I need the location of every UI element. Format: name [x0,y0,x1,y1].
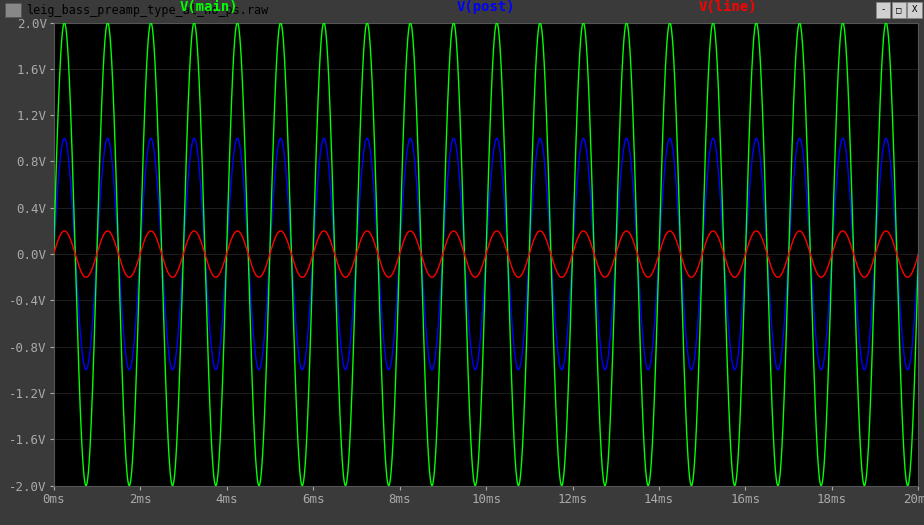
Text: -: - [881,5,885,15]
Bar [907,2,922,18]
Bar [5,3,21,17]
Text: V(main): V(main) [180,0,238,14]
Text: V(post): V(post) [456,0,516,14]
Bar [876,2,890,18]
Text: V(line): V(line) [699,0,758,14]
Text: X: X [912,5,918,15]
Text: □: □ [896,5,901,15]
Bar [892,2,906,18]
Text: leig_bass_preamp_type_al_no_ps.raw: leig_bass_preamp_type_al_no_ps.raw [26,4,268,17]
